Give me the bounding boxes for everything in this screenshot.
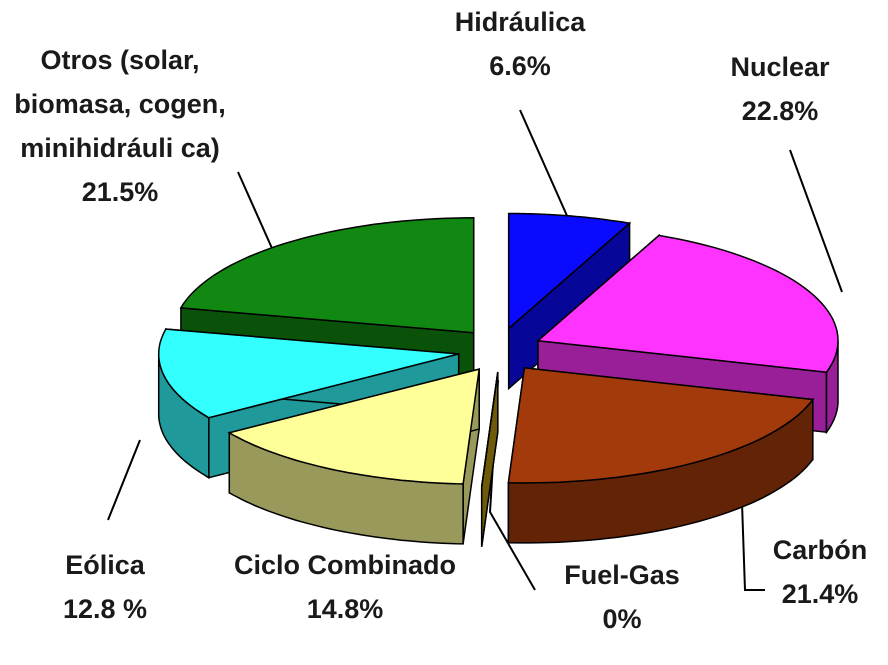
- slice: [480, 371, 499, 547]
- category-label: Nuclear: [730, 52, 830, 82]
- slice-label: Carbón 21.4%: [720, 528, 888, 616]
- value-label: 22.8%: [741, 96, 819, 126]
- category-label: Fuel-Gas: [564, 560, 680, 590]
- slice-top: [480, 371, 499, 487]
- slice-top: [179, 217, 475, 334]
- value-label: 21.4%: [781, 579, 859, 609]
- category-label: Otros (solar, biomasa, cogen, minihidráu…: [14, 45, 226, 163]
- slice-top: [227, 368, 481, 485]
- slice-label: Eólica 12.8 %: [5, 543, 205, 631]
- value-label: 12.8 %: [62, 594, 148, 624]
- leader-line: [107, 439, 141, 521]
- slice-top: [507, 367, 815, 484]
- leader-line: [789, 149, 843, 293]
- value-label: 21.5%: [81, 177, 159, 207]
- category-label: Eólica: [65, 550, 145, 580]
- slice-label: Nuclear 22.8%: [680, 45, 880, 133]
- slice-label: Hidráulica 6.6%: [410, 0, 630, 88]
- value-label: 6.6%: [489, 51, 551, 81]
- category-label: Carbón: [772, 535, 868, 565]
- slice-label: Ciclo Combinado 14.8%: [230, 543, 460, 631]
- slice-label: Otros (solar, biomasa, cogen, minihidráu…: [8, 38, 233, 214]
- slice-top: [507, 212, 632, 331]
- category-label: Ciclo Combinado: [234, 550, 456, 580]
- slice-top: [536, 234, 839, 373]
- leader-line: [237, 171, 276, 256]
- slice-top: [157, 328, 459, 419]
- value-label: 0%: [602, 604, 642, 634]
- slice: [507, 367, 815, 544]
- slice: [227, 368, 481, 545]
- slice-label: Fuel-Gas 0%: [522, 553, 722, 641]
- category-label: Hidráulica: [454, 7, 586, 37]
- value-label: 14.8%: [306, 594, 384, 624]
